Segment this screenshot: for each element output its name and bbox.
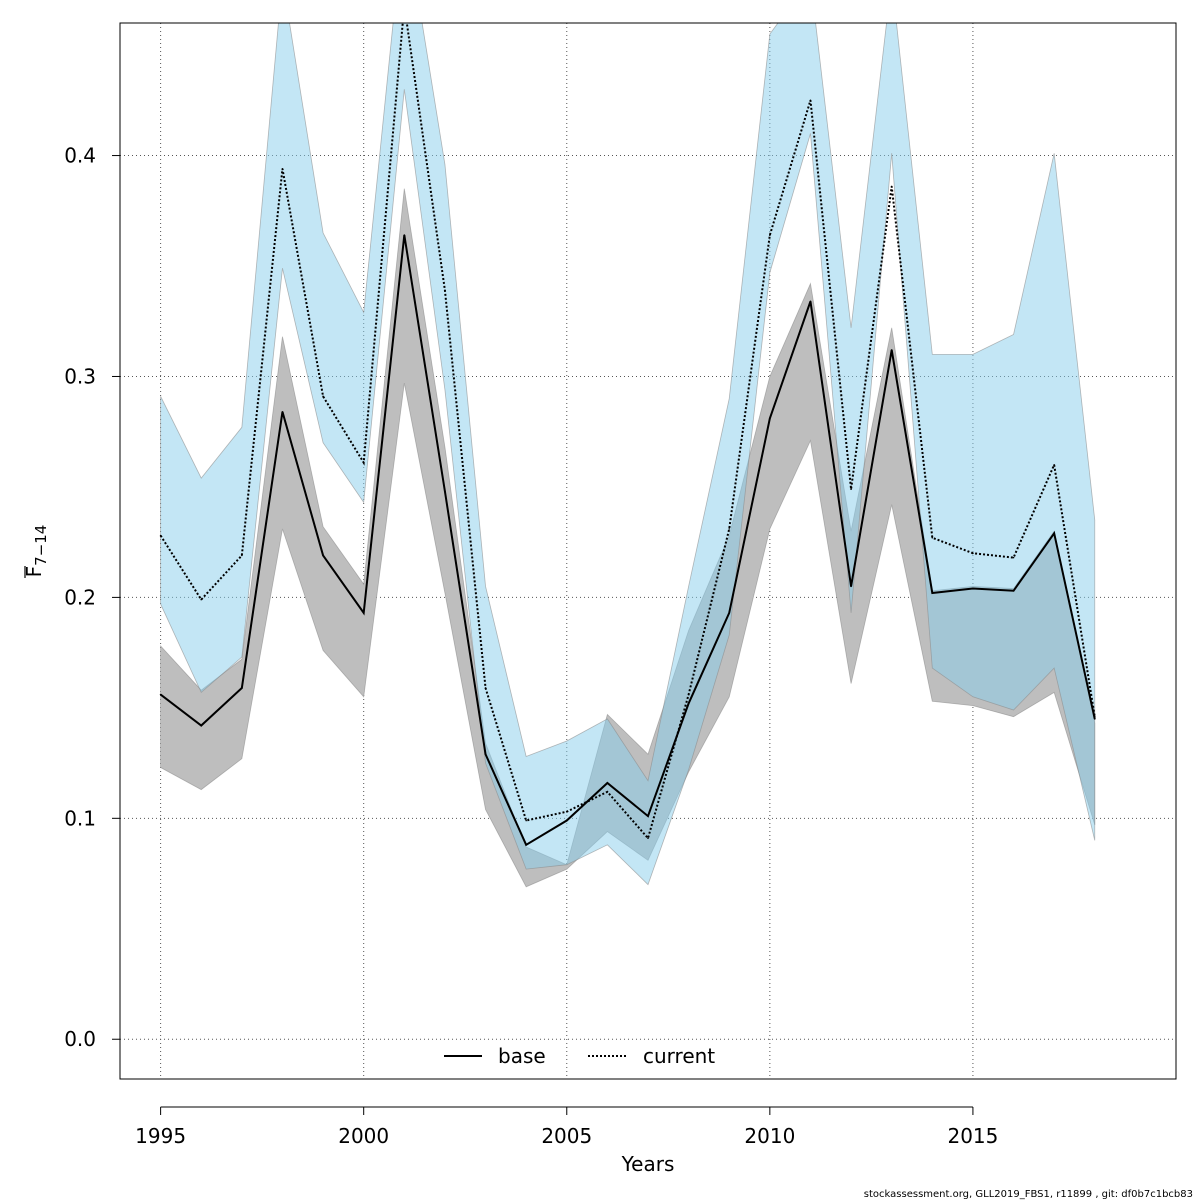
- point-current-2007: [647, 837, 649, 839]
- point-current-2008: [687, 693, 690, 696]
- y-tick-label-4: 0.4: [64, 144, 96, 168]
- point-base-2010: [769, 417, 771, 420]
- point-base-1998: [281, 411, 284, 413]
- point-base-2008: [687, 702, 690, 705]
- point-current-2010: [769, 234, 771, 236]
- point-base-2014: [931, 592, 934, 594]
- axes: 1995 2000 2005 2010 2015 0.0 0.1 0.2 0.3 0.4: [64, 144, 998, 1148]
- point-current-1995: [159, 534, 162, 537]
- point-current-2002: [444, 289, 446, 292]
- point-base-2002: [444, 490, 446, 493]
- y-tick-label-2: 0.2: [64, 585, 96, 609]
- y-axis-title-sub: 7−14: [32, 525, 50, 566]
- point-base-2017: [1053, 532, 1055, 535]
- x-tick-label-2010: 2010: [744, 1124, 795, 1148]
- legend: base current: [444, 1044, 715, 1068]
- point-current-2006: [606, 791, 609, 793]
- point-current-2001: [404, 5, 406, 7]
- point-current-1999: [322, 395, 324, 398]
- point-base-2003: [484, 753, 487, 756]
- point-base-2007: [647, 815, 649, 817]
- point-base-2012: [850, 585, 852, 588]
- point-base-2013: [890, 349, 893, 351]
- x-tick-label-2005: 2005: [541, 1124, 592, 1148]
- footer-credit: stockassessment.org, GLL2019_FBS1, r1189…: [864, 1189, 1193, 1200]
- line-base: [160, 234, 1096, 847]
- y-tick-label-3: 0.3: [64, 364, 96, 388]
- point-base-2015: [972, 587, 974, 590]
- point-current-1997: [241, 554, 243, 557]
- y-axis-title: F7−14: [22, 525, 50, 578]
- point-current-2011: [809, 99, 812, 102]
- point-current-2016: [1012, 556, 1015, 559]
- point-base-2005: [565, 819, 568, 822]
- point-base-1999: [322, 554, 324, 557]
- x-axis-title: Years: [621, 1152, 675, 1176]
- y-axis-title-main: F: [22, 566, 46, 578]
- band-current: [160, 23, 1096, 886]
- point-current-2000: [362, 461, 365, 464]
- point-current-2004: [525, 819, 527, 822]
- x-tick-label-2000: 2000: [338, 1124, 389, 1148]
- point-current-2013: [890, 185, 893, 188]
- point-current-1996: [200, 598, 203, 601]
- point-current-2003: [484, 687, 487, 689]
- point-base-2001: [403, 234, 406, 236]
- plot-frame: [119, 22, 1177, 1080]
- y-tick-label-0: 0.0: [64, 1027, 96, 1051]
- point-current-2014: [931, 536, 934, 539]
- point-current-2005: [565, 810, 568, 813]
- point-base-1997: [241, 687, 243, 689]
- point-base-2006: [606, 782, 609, 784]
- point-base-1996: [200, 724, 203, 727]
- point-current-2017: [1053, 464, 1055, 466]
- svg-text:F7−14: F7−14: [22, 525, 50, 578]
- x-tick-label-2015: 2015: [947, 1124, 998, 1148]
- point-base-2009: [728, 612, 731, 614]
- y-tick-label-1: 0.1: [64, 806, 96, 830]
- point-base-2011: [809, 300, 812, 303]
- point-base-2018: [1093, 718, 1096, 720]
- line-current: [159, 23, 1096, 841]
- point-current-2015: [972, 552, 974, 555]
- point-base-2016: [1012, 589, 1015, 592]
- point-current-1998: [281, 168, 284, 170]
- legend-label-current: current: [643, 1044, 715, 1068]
- confidence-bands: [160, 23, 1096, 888]
- point-base-2004: [525, 844, 527, 846]
- point-current-2012: [850, 488, 852, 490]
- point-base-1995: [159, 693, 162, 696]
- point-current-2018: [1093, 715, 1096, 718]
- legend-label-base: base: [498, 1044, 546, 1068]
- x-tick-label-1995: 1995: [135, 1124, 186, 1148]
- point-current-2009: [728, 528, 731, 530]
- point-base-2000: [362, 612, 365, 614]
- series-lines: [159, 5, 1096, 847]
